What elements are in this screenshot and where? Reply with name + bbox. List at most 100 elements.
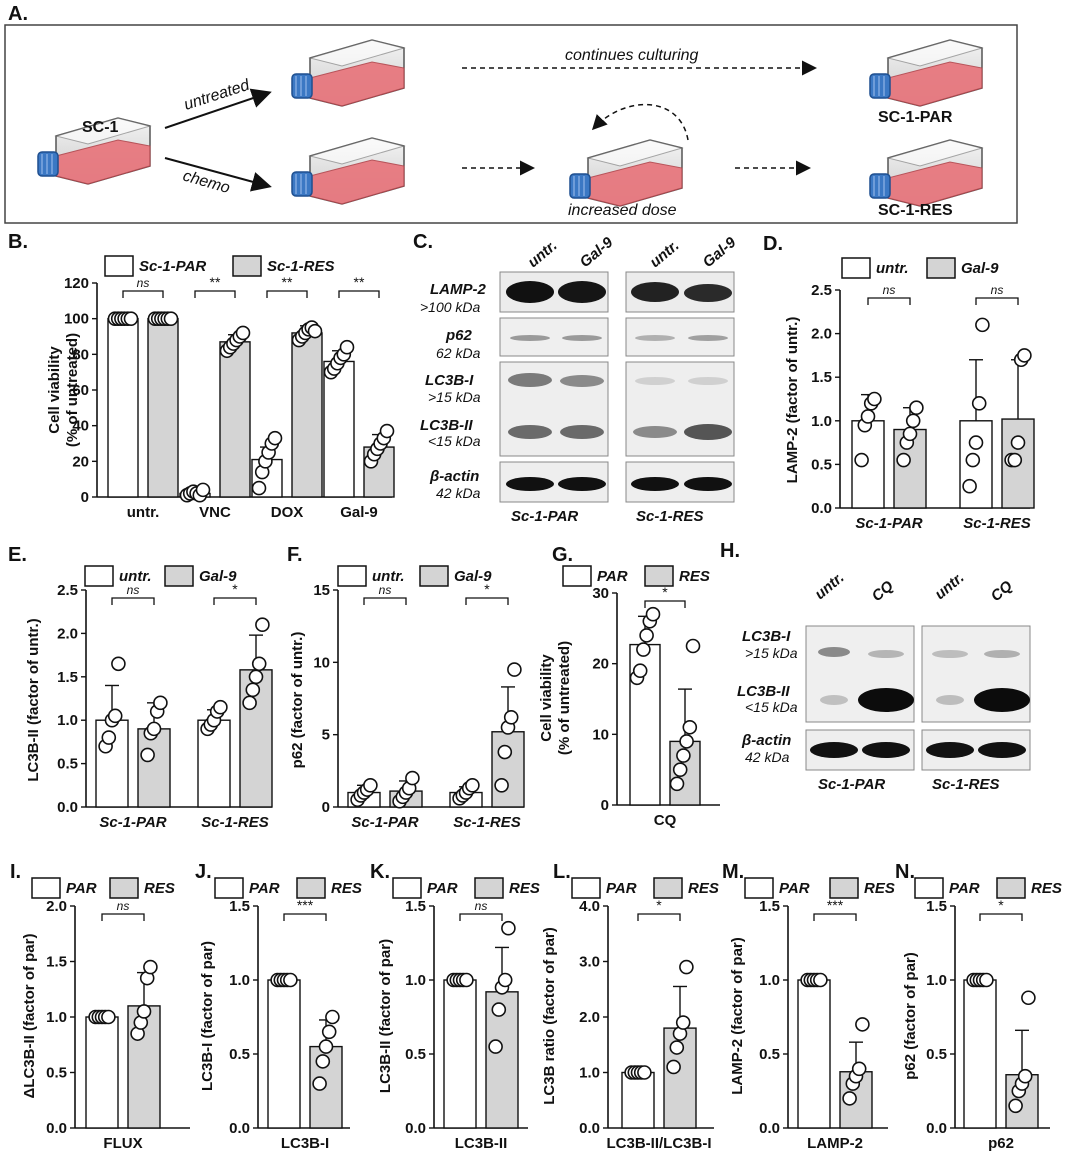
- significance-bracket: [637, 913, 681, 921]
- legend-label: PAR: [779, 880, 810, 897]
- y-tick-label: 1.0: [579, 1065, 600, 1082]
- data-point: [465, 777, 480, 793]
- y-tick-label: 1.5: [759, 898, 780, 915]
- data-point: [251, 480, 267, 496]
- blot-c-col-gal9-par: Gal-9: [577, 234, 617, 272]
- band-lc3bii-3: [633, 426, 677, 438]
- x-category-label: Sc-1-PAR: [351, 814, 418, 831]
- data-point: [676, 748, 691, 763]
- data-point: [101, 730, 117, 745]
- y-tick-label: 0.0: [579, 1120, 600, 1137]
- blot-c-col-untr-res: untr.: [647, 237, 683, 271]
- y-tick-label: 4.0: [579, 898, 600, 915]
- y-tick-label: 100: [64, 311, 89, 328]
- data-point: [459, 972, 474, 988]
- legend-swatch: [296, 877, 326, 899]
- data-point: [321, 1024, 337, 1040]
- blot-h-row-lc3bi: LC3B-I: [742, 628, 791, 645]
- y-tick-label: 1.0: [811, 413, 832, 430]
- blot-c-col-untr-par: untr.: [525, 237, 561, 271]
- band-h-lc3bii-4: [974, 688, 1030, 712]
- band-lc3bi-2: [560, 375, 604, 387]
- legend-swatch: [474, 877, 504, 899]
- data-point: [107, 708, 123, 724]
- y-title-group: p62 (factor of untr.): [289, 632, 306, 769]
- chart-g: G. PAR RES 0 10 20 30 Cell viability (% of untre…: [538, 544, 720, 829]
- data-point: [153, 695, 168, 711]
- legend-swatch: [84, 565, 114, 587]
- blot-c-row-lc3bii-size: <15 kDa: [428, 433, 481, 449]
- data-point: [1017, 348, 1032, 363]
- legend-label: RES: [864, 880, 895, 897]
- y-tick-label: 0.5: [759, 1046, 780, 1063]
- data-point: [405, 770, 420, 786]
- arrow-cycle-dose: [591, 103, 689, 141]
- panel-label: N.: [895, 861, 915, 883]
- data-point: [312, 1076, 327, 1091]
- data-point: [867, 391, 882, 407]
- band-actin-3: [631, 477, 679, 491]
- band-h-lc3bii-2: [858, 688, 914, 712]
- y-tick-label: 0.0: [46, 1120, 67, 1137]
- bar: [219, 341, 251, 498]
- legend-label: RES: [688, 880, 719, 897]
- data-point: [251, 656, 267, 672]
- significance-bracket: [465, 597, 509, 605]
- data-point: [979, 972, 994, 988]
- y-tick-label: 2.5: [57, 582, 78, 599]
- y-axis-title: LC3B-I (factor of par): [199, 941, 216, 1091]
- y-title-group: LAMP-2 (factor of untr.): [784, 317, 801, 484]
- significance-bracket: [813, 913, 857, 921]
- data-point: [339, 339, 355, 355]
- legend-swatch: [232, 255, 262, 277]
- y-tick-label: 1.5: [46, 954, 67, 971]
- y-title-group: ΔLC3B-II (factor of par): [21, 934, 38, 1099]
- data-point: [637, 1065, 652, 1080]
- blot-c-col-gal9-res: Gal-9: [700, 234, 740, 272]
- blot-c-res-lc3b: [625, 361, 735, 457]
- blot-h-col-untr-res: untr.: [932, 569, 968, 603]
- y-tick-label: 0.0: [57, 799, 78, 816]
- significance-bracket: [283, 913, 327, 921]
- bar: [963, 979, 997, 1129]
- arrow-untreated: [164, 88, 272, 129]
- significance-bracket: [979, 913, 1023, 921]
- chart-m: M. PAR RES 0.0 0.5 1.0 1.5 LAMP-2 (factor of pa…: [722, 861, 895, 1152]
- y-axis-title: LAMP-2 (factor of par): [729, 937, 746, 1095]
- legend-label: Gal-9: [961, 260, 999, 277]
- data-point: [491, 1002, 507, 1017]
- y-axis-title: (% of untreated): [556, 641, 573, 755]
- y-tick-label: 30: [592, 585, 609, 602]
- blot-h-group-par: Sc-1-PAR: [818, 776, 885, 793]
- x-category-label: Gal-9: [340, 504, 378, 521]
- chart-d: D. untr. Gal-9 0.0 0.5 1.0 1.5 2.0 2.5 LAMP-2 (fa…: [763, 233, 1035, 532]
- bar: [443, 979, 477, 1129]
- x-category-label: CQ: [654, 812, 677, 829]
- panel-label: D.: [763, 233, 783, 255]
- data-point: [962, 478, 977, 494]
- continues-label: continues culturing: [565, 47, 699, 64]
- data-point: [679, 959, 694, 975]
- y-tick-label: 0: [601, 797, 609, 814]
- band-lc3bi-4: [688, 377, 728, 385]
- y-tick-label: 10: [592, 726, 609, 743]
- data-point: [255, 617, 270, 633]
- y-title-group: LAMP-2 (factor of par): [729, 937, 746, 1095]
- x-category-label: p62: [988, 1135, 1014, 1152]
- band-p62-4: [688, 335, 728, 341]
- y-axis-title: Cell viability: [46, 346, 63, 434]
- significance-label: *: [998, 897, 1004, 913]
- bar: [323, 360, 355, 498]
- panel-label: K.: [370, 861, 390, 883]
- significance-label: ns: [475, 899, 488, 913]
- data-point: [896, 452, 911, 468]
- legend-swatch: [653, 877, 683, 899]
- arrow-chemo: [164, 157, 272, 192]
- legend-swatch: [109, 877, 139, 899]
- data-point: [975, 317, 990, 333]
- legend-label: Gal-9: [199, 568, 237, 585]
- y-tick-label: 80: [72, 346, 89, 363]
- blot-c-row-lc3bi: LC3B-I: [425, 372, 474, 389]
- y-tick-label: 20: [72, 453, 89, 470]
